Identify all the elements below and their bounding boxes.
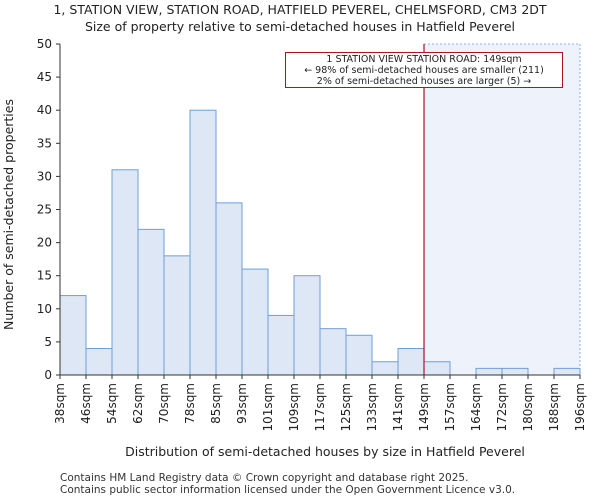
footer-licence: Contains public sector information licen… <box>60 484 516 496</box>
x-tick-label: 78sqm <box>183 383 197 424</box>
bar-125sqm <box>345 334 373 376</box>
bar-172sqm <box>501 367 529 376</box>
x-tick-label: 188sqm <box>547 383 561 431</box>
x-tick-label: 101sqm <box>261 383 275 431</box>
bar-141sqm <box>397 348 425 376</box>
y-tick-label: 50 <box>37 37 52 51</box>
y-tick-label: 5 <box>44 335 52 349</box>
y-tick-label: 30 <box>37 169 52 183</box>
y-tick-label: 15 <box>37 269 52 283</box>
x-tick-label: 70sqm <box>157 383 171 424</box>
bar-54sqm <box>111 169 139 376</box>
chart-title-address: 1, STATION VIEW, STATION ROAD, HATFIELD … <box>53 2 547 17</box>
x-tick-label: 149sqm <box>417 383 431 431</box>
annotation-line-3: 2% of semi-detached houses are larger (5… <box>316 76 532 87</box>
bar-188sqm <box>553 367 581 376</box>
annotation-line-2: ← 98% of semi-detached houses are smalle… <box>304 65 544 76</box>
footer-copyright: Contains HM Land Registry data © Crown c… <box>60 472 469 484</box>
bar-133sqm <box>371 361 399 376</box>
y-tick-label: 10 <box>37 302 52 316</box>
x-tick-label: 117sqm <box>313 383 327 431</box>
x-tick-label: 196sqm <box>573 383 587 431</box>
bar-149sqm <box>423 361 451 376</box>
x-axis-label: Distribution of semi-detached houses by … <box>125 444 525 459</box>
y-tick-label: 25 <box>37 203 52 217</box>
x-tick-label: 172sqm <box>495 383 509 431</box>
highlight-region <box>423 43 581 376</box>
x-tick-label: 38sqm <box>53 383 67 424</box>
bar-62sqm <box>137 228 165 376</box>
bar-46sqm <box>85 348 113 376</box>
annotation-line-1: 1 STATION VIEW STATION ROAD: 149sqm <box>326 54 522 65</box>
x-tick-label: 62sqm <box>131 383 145 424</box>
bar-101sqm <box>267 314 295 376</box>
x-tick-label: 109sqm <box>287 383 301 431</box>
y-tick-label: 20 <box>37 236 52 250</box>
x-tick-label: 93sqm <box>235 383 249 424</box>
bar-78sqm <box>189 109 217 376</box>
bar-117sqm <box>319 328 347 376</box>
bar-164sqm <box>475 367 503 376</box>
x-tick-label: 54sqm <box>105 383 119 424</box>
y-axis-label: Number of semi-detached properties <box>1 99 16 330</box>
y-tick-label: 0 <box>44 368 52 382</box>
x-tick-label: 180sqm <box>521 383 535 431</box>
bar-38sqm <box>59 295 87 376</box>
bar-93sqm <box>241 268 269 376</box>
x-tick-label: 46sqm <box>79 383 93 424</box>
x-tick-label: 133sqm <box>365 383 379 431</box>
x-tick-label: 85sqm <box>209 383 223 424</box>
y-tick-label: 40 <box>37 103 52 117</box>
x-tick-label: 157sqm <box>443 383 457 431</box>
bar-85sqm <box>215 202 243 376</box>
x-tick-label: 141sqm <box>391 383 405 431</box>
chart-title: Size of property relative to semi-detach… <box>84 19 516 34</box>
y-tick-label: 45 <box>37 70 52 84</box>
bar-70sqm <box>163 255 191 376</box>
x-tick-label: 164sqm <box>469 383 483 431</box>
marker-annotation: 1 STATION VIEW STATION ROAD: 149sqm ← 98… <box>285 52 563 88</box>
bar-109sqm <box>293 275 321 376</box>
x-tick-label: 125sqm <box>339 383 353 431</box>
y-tick-label: 35 <box>37 136 52 150</box>
